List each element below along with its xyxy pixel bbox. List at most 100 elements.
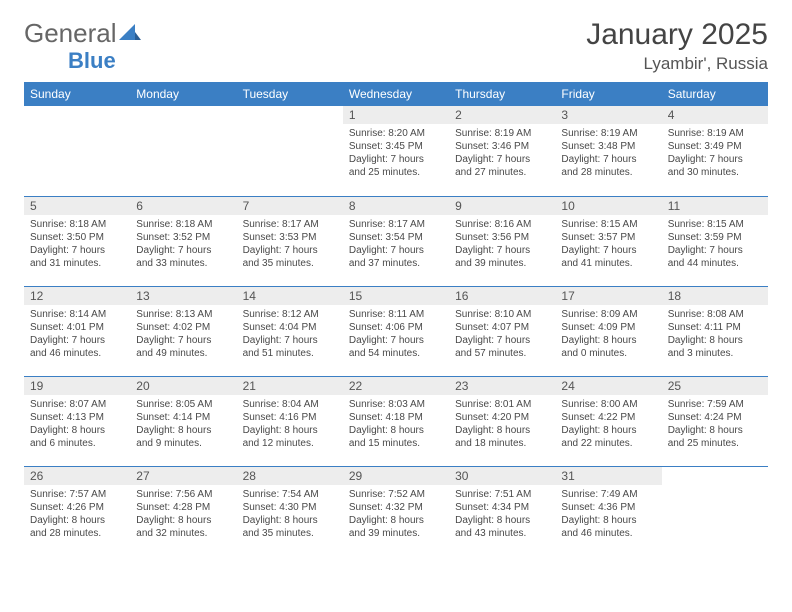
- day-line: and 51 minutes.: [243, 347, 337, 360]
- day-line: Sunrise: 8:08 AM: [668, 308, 762, 321]
- day-line: and 32 minutes.: [136, 527, 230, 540]
- day-body: Sunrise: 8:20 AMSunset: 3:45 PMDaylight:…: [343, 124, 449, 183]
- day-line: and 30 minutes.: [668, 166, 762, 179]
- day-line: Sunrise: 8:18 AM: [136, 218, 230, 231]
- day-line: Daylight: 7 hours: [455, 334, 549, 347]
- calendar-week: 26Sunrise: 7:57 AMSunset: 4:26 PMDayligh…: [24, 466, 768, 556]
- day-line: and 31 minutes.: [30, 257, 124, 270]
- calendar-cell: 20Sunrise: 8:05 AMSunset: 4:14 PMDayligh…: [130, 376, 236, 466]
- day-line: Daylight: 8 hours: [349, 514, 443, 527]
- day-line: Daylight: 7 hours: [136, 244, 230, 257]
- day-line: Sunrise: 8:01 AM: [455, 398, 549, 411]
- day-line: Sunrise: 8:19 AM: [561, 127, 655, 140]
- day-header: Friday: [555, 82, 661, 106]
- day-number: 27: [130, 467, 236, 485]
- day-line: Sunrise: 7:52 AM: [349, 488, 443, 501]
- day-line: Daylight: 8 hours: [136, 514, 230, 527]
- day-body: Sunrise: 7:56 AMSunset: 4:28 PMDaylight:…: [130, 485, 236, 544]
- day-header: Wednesday: [343, 82, 449, 106]
- day-line: Sunset: 4:36 PM: [561, 501, 655, 514]
- day-body: Sunrise: 7:59 AMSunset: 4:24 PMDaylight:…: [662, 395, 768, 454]
- day-line: Daylight: 8 hours: [243, 424, 337, 437]
- day-line: Sunset: 4:13 PM: [30, 411, 124, 424]
- logo-blue-wrap: Blue: [24, 48, 116, 74]
- day-body: Sunrise: 8:18 AMSunset: 3:52 PMDaylight:…: [130, 215, 236, 274]
- day-line: Sunrise: 8:12 AM: [243, 308, 337, 321]
- header: General January 2025 Lyambir', Russia: [24, 18, 768, 74]
- day-line: and 28 minutes.: [30, 527, 124, 540]
- day-number: 21: [237, 377, 343, 395]
- day-body: Sunrise: 8:17 AMSunset: 3:54 PMDaylight:…: [343, 215, 449, 274]
- calendar-cell: 21Sunrise: 8:04 AMSunset: 4:16 PMDayligh…: [237, 376, 343, 466]
- day-line: Sunrise: 7:59 AM: [668, 398, 762, 411]
- day-line: Sunrise: 8:00 AM: [561, 398, 655, 411]
- day-number: 31: [555, 467, 661, 485]
- day-line: Sunset: 4:34 PM: [455, 501, 549, 514]
- day-body: Sunrise: 8:12 AMSunset: 4:04 PMDaylight:…: [237, 305, 343, 364]
- day-line: Sunset: 4:01 PM: [30, 321, 124, 334]
- calendar-cell: [662, 466, 768, 556]
- day-line: Daylight: 7 hours: [30, 244, 124, 257]
- day-line: Daylight: 8 hours: [668, 424, 762, 437]
- calendar-cell: 14Sunrise: 8:12 AMSunset: 4:04 PMDayligh…: [237, 286, 343, 376]
- day-line: Daylight: 7 hours: [455, 244, 549, 257]
- day-number: 10: [555, 197, 661, 215]
- calendar-cell: 17Sunrise: 8:09 AMSunset: 4:09 PMDayligh…: [555, 286, 661, 376]
- day-line: Sunrise: 7:49 AM: [561, 488, 655, 501]
- day-line: Daylight: 7 hours: [668, 244, 762, 257]
- day-line: Daylight: 7 hours: [349, 334, 443, 347]
- day-line: and 54 minutes.: [349, 347, 443, 360]
- calendar-header-row: SundayMondayTuesdayWednesdayThursdayFrid…: [24, 82, 768, 106]
- day-line: Sunrise: 7:56 AM: [136, 488, 230, 501]
- day-line: Sunrise: 8:17 AM: [243, 218, 337, 231]
- day-number: 1: [343, 106, 449, 124]
- day-line: and 46 minutes.: [30, 347, 124, 360]
- day-number: 28: [237, 467, 343, 485]
- day-line: Daylight: 7 hours: [243, 334, 337, 347]
- day-number: 5: [24, 197, 130, 215]
- day-line: Daylight: 7 hours: [455, 153, 549, 166]
- calendar-cell: 11Sunrise: 8:15 AMSunset: 3:59 PMDayligh…: [662, 196, 768, 286]
- logo-text-blue: Blue: [68, 48, 116, 74]
- day-line: Sunset: 3:49 PM: [668, 140, 762, 153]
- calendar-cell: [24, 106, 130, 196]
- day-line: Daylight: 7 hours: [136, 334, 230, 347]
- calendar-cell: [130, 106, 236, 196]
- day-line: Daylight: 7 hours: [349, 244, 443, 257]
- day-line: and 44 minutes.: [668, 257, 762, 270]
- day-line: Sunrise: 7:57 AM: [30, 488, 124, 501]
- day-line: Daylight: 8 hours: [668, 334, 762, 347]
- calendar-cell: 31Sunrise: 7:49 AMSunset: 4:36 PMDayligh…: [555, 466, 661, 556]
- day-line: and 39 minutes.: [349, 527, 443, 540]
- day-line: and 9 minutes.: [136, 437, 230, 450]
- day-number: 9: [449, 197, 555, 215]
- day-line: Sunset: 4:32 PM: [349, 501, 443, 514]
- calendar-cell: 13Sunrise: 8:13 AMSunset: 4:02 PMDayligh…: [130, 286, 236, 376]
- day-line: Daylight: 8 hours: [561, 424, 655, 437]
- calendar-cell: 6Sunrise: 8:18 AMSunset: 3:52 PMDaylight…: [130, 196, 236, 286]
- calendar-cell: 23Sunrise: 8:01 AMSunset: 4:20 PMDayligh…: [449, 376, 555, 466]
- day-body: Sunrise: 8:01 AMSunset: 4:20 PMDaylight:…: [449, 395, 555, 454]
- calendar-cell: 10Sunrise: 8:15 AMSunset: 3:57 PMDayligh…: [555, 196, 661, 286]
- day-number: 26: [24, 467, 130, 485]
- day-line: Sunset: 4:07 PM: [455, 321, 549, 334]
- day-line: Daylight: 8 hours: [136, 424, 230, 437]
- day-line: Sunset: 4:14 PM: [136, 411, 230, 424]
- day-line: and 0 minutes.: [561, 347, 655, 360]
- day-number: 19: [24, 377, 130, 395]
- day-body: Sunrise: 7:54 AMSunset: 4:30 PMDaylight:…: [237, 485, 343, 544]
- day-body: Sunrise: 8:13 AMSunset: 4:02 PMDaylight:…: [130, 305, 236, 364]
- day-line: and 12 minutes.: [243, 437, 337, 450]
- day-line: Daylight: 8 hours: [30, 424, 124, 437]
- day-line: Sunset: 3:45 PM: [349, 140, 443, 153]
- calendar-cell: 1Sunrise: 8:20 AMSunset: 3:45 PMDaylight…: [343, 106, 449, 196]
- day-line: Sunrise: 8:03 AM: [349, 398, 443, 411]
- day-line: Sunset: 4:09 PM: [561, 321, 655, 334]
- day-line: Sunrise: 8:19 AM: [455, 127, 549, 140]
- day-body: Sunrise: 8:15 AMSunset: 3:57 PMDaylight:…: [555, 215, 661, 274]
- day-body: Sunrise: 8:17 AMSunset: 3:53 PMDaylight:…: [237, 215, 343, 274]
- day-body: Sunrise: 8:14 AMSunset: 4:01 PMDaylight:…: [24, 305, 130, 364]
- day-line: Sunrise: 7:54 AM: [243, 488, 337, 501]
- day-line: Sunset: 3:57 PM: [561, 231, 655, 244]
- day-body: Sunrise: 8:16 AMSunset: 3:56 PMDaylight:…: [449, 215, 555, 274]
